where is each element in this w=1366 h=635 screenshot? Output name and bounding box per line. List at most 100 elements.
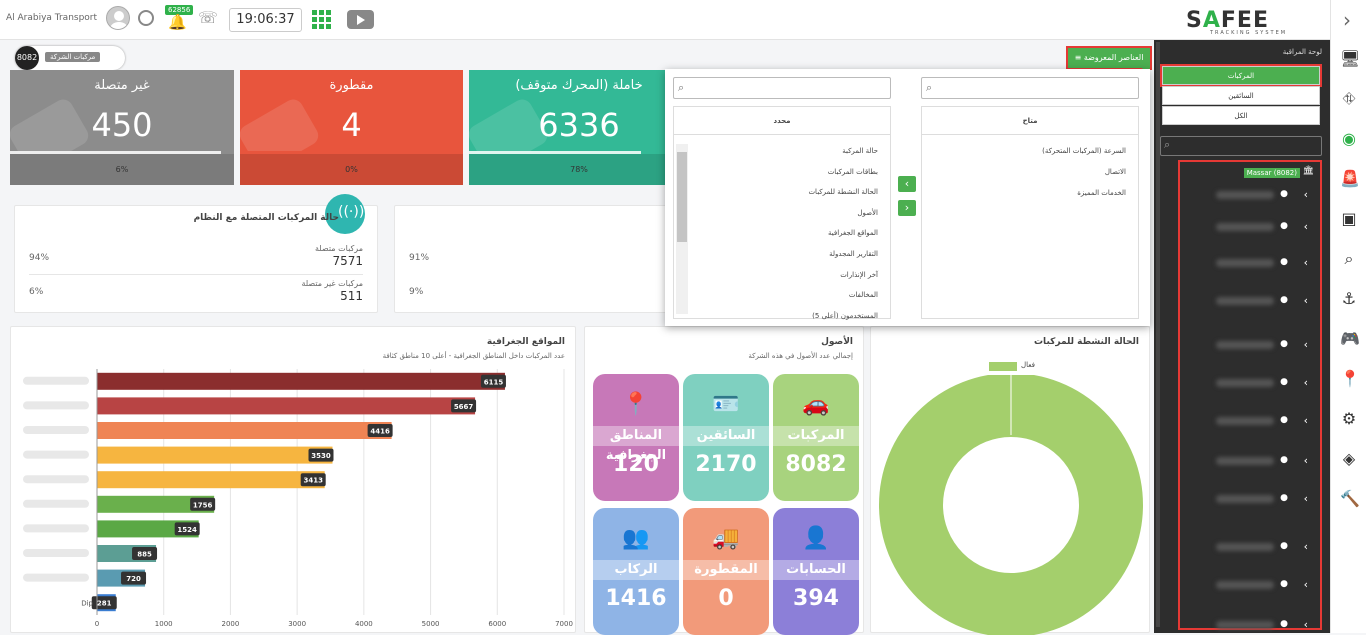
route-icon[interactable]: ⛗ <box>1342 89 1356 108</box>
map-pin-icon[interactable]: ● <box>1280 377 1288 387</box>
available-list-item[interactable]: الخدمات المميزة <box>1077 189 1126 197</box>
asset-tile-label: الركاب <box>593 560 679 580</box>
chevron-left-icon[interactable]: ‹ <box>1303 376 1308 389</box>
video-icon[interactable] <box>347 10 374 29</box>
bar[interactable] <box>97 397 476 415</box>
chevron-left-icon[interactable]: ‹ <box>1303 414 1308 427</box>
chevron-left-icon[interactable]: ‹ <box>1303 294 1308 307</box>
dashboard-gauge-icon[interactable]: ◉ <box>1342 129 1356 148</box>
hammer-icon[interactable]: 🔨 <box>1340 489 1360 508</box>
map-pin-icon[interactable]: ● <box>1280 455 1288 465</box>
company-name[interactable]: Al Arabiya Transport <box>6 13 98 23</box>
selected-list-item[interactable]: آخر الإنذارات <box>840 270 878 279</box>
selected-list-item[interactable]: المستخدمون (أعلى 5) <box>812 311 878 320</box>
tree-vehicle-row[interactable]: ● ‹ <box>1180 294 1320 308</box>
tree-vehicle-row[interactable]: ● ‹ <box>1180 618 1320 632</box>
bar[interactable] <box>97 520 199 538</box>
blurred-category-label <box>23 549 89 557</box>
cubes-icon[interactable]: ◈ <box>1342 449 1356 468</box>
tree-vehicle-row[interactable]: ● ‹ <box>1180 540 1320 554</box>
map-pin-icon[interactable]: ● <box>1280 295 1288 305</box>
tree-vehicle-row[interactable]: ● ‹ <box>1180 188 1320 202</box>
available-list-item[interactable]: الاتصال <box>1104 168 1126 176</box>
asset-tile[interactable]: 📍 المناطق الجغرافية 120 <box>593 374 679 501</box>
map-pin-icon[interactable]: ● <box>1280 415 1288 425</box>
bar[interactable] <box>97 446 333 464</box>
tree-vehicle-row[interactable]: ● ‹ <box>1180 338 1320 352</box>
asset-tile[interactable]: 🚚 المقطورة 0 <box>683 508 769 635</box>
gamepad-icon[interactable]: 🎮 <box>1340 329 1360 348</box>
asset-tile[interactable]: 👥 الركاب 1416 <box>593 508 679 635</box>
anchor-icon[interactable]: ⚓ <box>1341 289 1357 308</box>
monitor-icon[interactable]: 🖥 <box>1340 49 1361 68</box>
map-pin-icon[interactable]: ● <box>1280 579 1288 589</box>
available-list-item[interactable]: السرعة (المركبات المتحركة) <box>1042 147 1126 155</box>
bar[interactable] <box>97 372 505 390</box>
asset-tile[interactable]: 🚗 المركبات 8082 <box>773 374 859 501</box>
selected-list-scrollbar[interactable] <box>676 144 688 314</box>
bar[interactable] <box>97 422 392 439</box>
settings-icon[interactable]: ⚙ <box>1341 409 1357 428</box>
tab-all[interactable]: الكل <box>1162 106 1320 125</box>
asset-tile[interactable]: 🪪 السائقين 2170 <box>683 374 769 501</box>
phone-icon[interactable]: ☏ <box>198 8 219 27</box>
tree-vehicle-row[interactable]: ● ‹ <box>1180 220 1320 234</box>
chevron-left-icon[interactable]: ‹ <box>1303 188 1308 201</box>
alarm-icon[interactable]: 🚨 <box>1340 169 1360 188</box>
tree-vehicle-row[interactable]: ● ‹ <box>1180 578 1320 592</box>
company-label: مركبات الشركة <box>45 52 101 62</box>
chevron-left-icon[interactable]: ‹ <box>1303 492 1308 505</box>
map-pin-icon[interactable]: ● <box>1280 339 1288 349</box>
location-icon[interactable]: 📍 <box>1340 369 1360 388</box>
selected-list-item[interactable]: المخالفات <box>848 291 878 300</box>
globe-icon[interactable] <box>138 10 154 26</box>
chevron-left-icon[interactable]: ‹ <box>1303 540 1308 553</box>
bell-icon[interactable]: 🔔 <box>168 13 187 31</box>
selected-list-item[interactable]: الأصول <box>857 208 878 217</box>
map-pin-icon[interactable]: ● <box>1280 541 1288 551</box>
report-icon[interactable]: ▣ <box>1341 209 1357 228</box>
panel-search-input[interactable]: ⌕ <box>1160 136 1322 156</box>
chevron-left-icon[interactable]: ‹ <box>1303 454 1308 467</box>
map-pin-icon[interactable]: ● <box>1280 189 1288 199</box>
chevron-left-icon[interactable]: ‹ <box>1303 256 1308 269</box>
selected-list-item[interactable]: حالة المركبة <box>842 147 878 155</box>
chevron-left-icon[interactable]: ‹ <box>1303 578 1308 591</box>
map-pin-icon[interactable]: ● <box>1280 619 1288 629</box>
user-avatar-icon[interactable] <box>106 6 130 30</box>
search-icon[interactable]: ⌕ <box>1344 249 1354 268</box>
map-pin-icon[interactable]: ● <box>1280 257 1288 267</box>
tab-drivers[interactable]: السائقين <box>1162 86 1320 105</box>
tree-vehicle-row[interactable]: ● ‹ <box>1180 454 1320 468</box>
x-tick-label: 1000 <box>155 620 173 628</box>
selected-list-item[interactable]: بطاقات المركبات <box>827 167 878 176</box>
tree-vehicle-row[interactable]: ● ‹ <box>1180 256 1320 270</box>
tree-vehicle-row[interactable]: ● ‹ <box>1180 376 1320 390</box>
move-right-button[interactable]: › <box>898 200 916 216</box>
legend-active[interactable]: فعال <box>1021 361 1035 369</box>
asset-tile[interactable]: 👤 الحسابات 394 <box>773 508 859 635</box>
bar[interactable] <box>97 471 325 489</box>
selected-list-item[interactable]: الحالة النشطة للمركبات <box>808 188 878 197</box>
selected-search-input[interactable]: ⌕ <box>673 77 891 99</box>
selected-list-item[interactable]: المواقع الجغرافية <box>828 229 878 238</box>
apps-grid-icon[interactable] <box>312 10 331 29</box>
bar[interactable] <box>97 495 215 513</box>
move-left-button[interactable]: ‹ <box>898 176 916 192</box>
chevron-left-icon[interactable]: ‹ <box>1303 220 1308 233</box>
selected-header: محدد <box>674 107 890 135</box>
chevron-right-icon[interactable]: › <box>1343 8 1351 32</box>
legend-swatch[interactable] <box>989 362 1017 371</box>
map-pin-icon[interactable]: ● <box>1280 221 1288 231</box>
available-search-input[interactable]: ⌕ <box>921 77 1139 99</box>
tree-vehicle-row[interactable]: ● ‹ <box>1180 492 1320 506</box>
chevron-left-icon[interactable]: ‹ <box>1303 338 1308 351</box>
tree-root-label[interactable]: Massar (8082) <box>1243 168 1300 178</box>
tree-vehicle-row[interactable]: ● ‹ <box>1180 414 1320 428</box>
selected-list-item[interactable]: التقارير المجدولة <box>829 250 878 258</box>
map-pin-icon[interactable]: ● <box>1280 493 1288 503</box>
tab-vehicles[interactable]: المركبات <box>1162 66 1320 85</box>
displayed-elements-button[interactable]: ≡ العناصر المعروضة <box>1068 48 1150 68</box>
chevron-left-icon[interactable]: ‹ <box>1303 618 1308 631</box>
panel-scrollbar[interactable] <box>1156 42 1160 627</box>
